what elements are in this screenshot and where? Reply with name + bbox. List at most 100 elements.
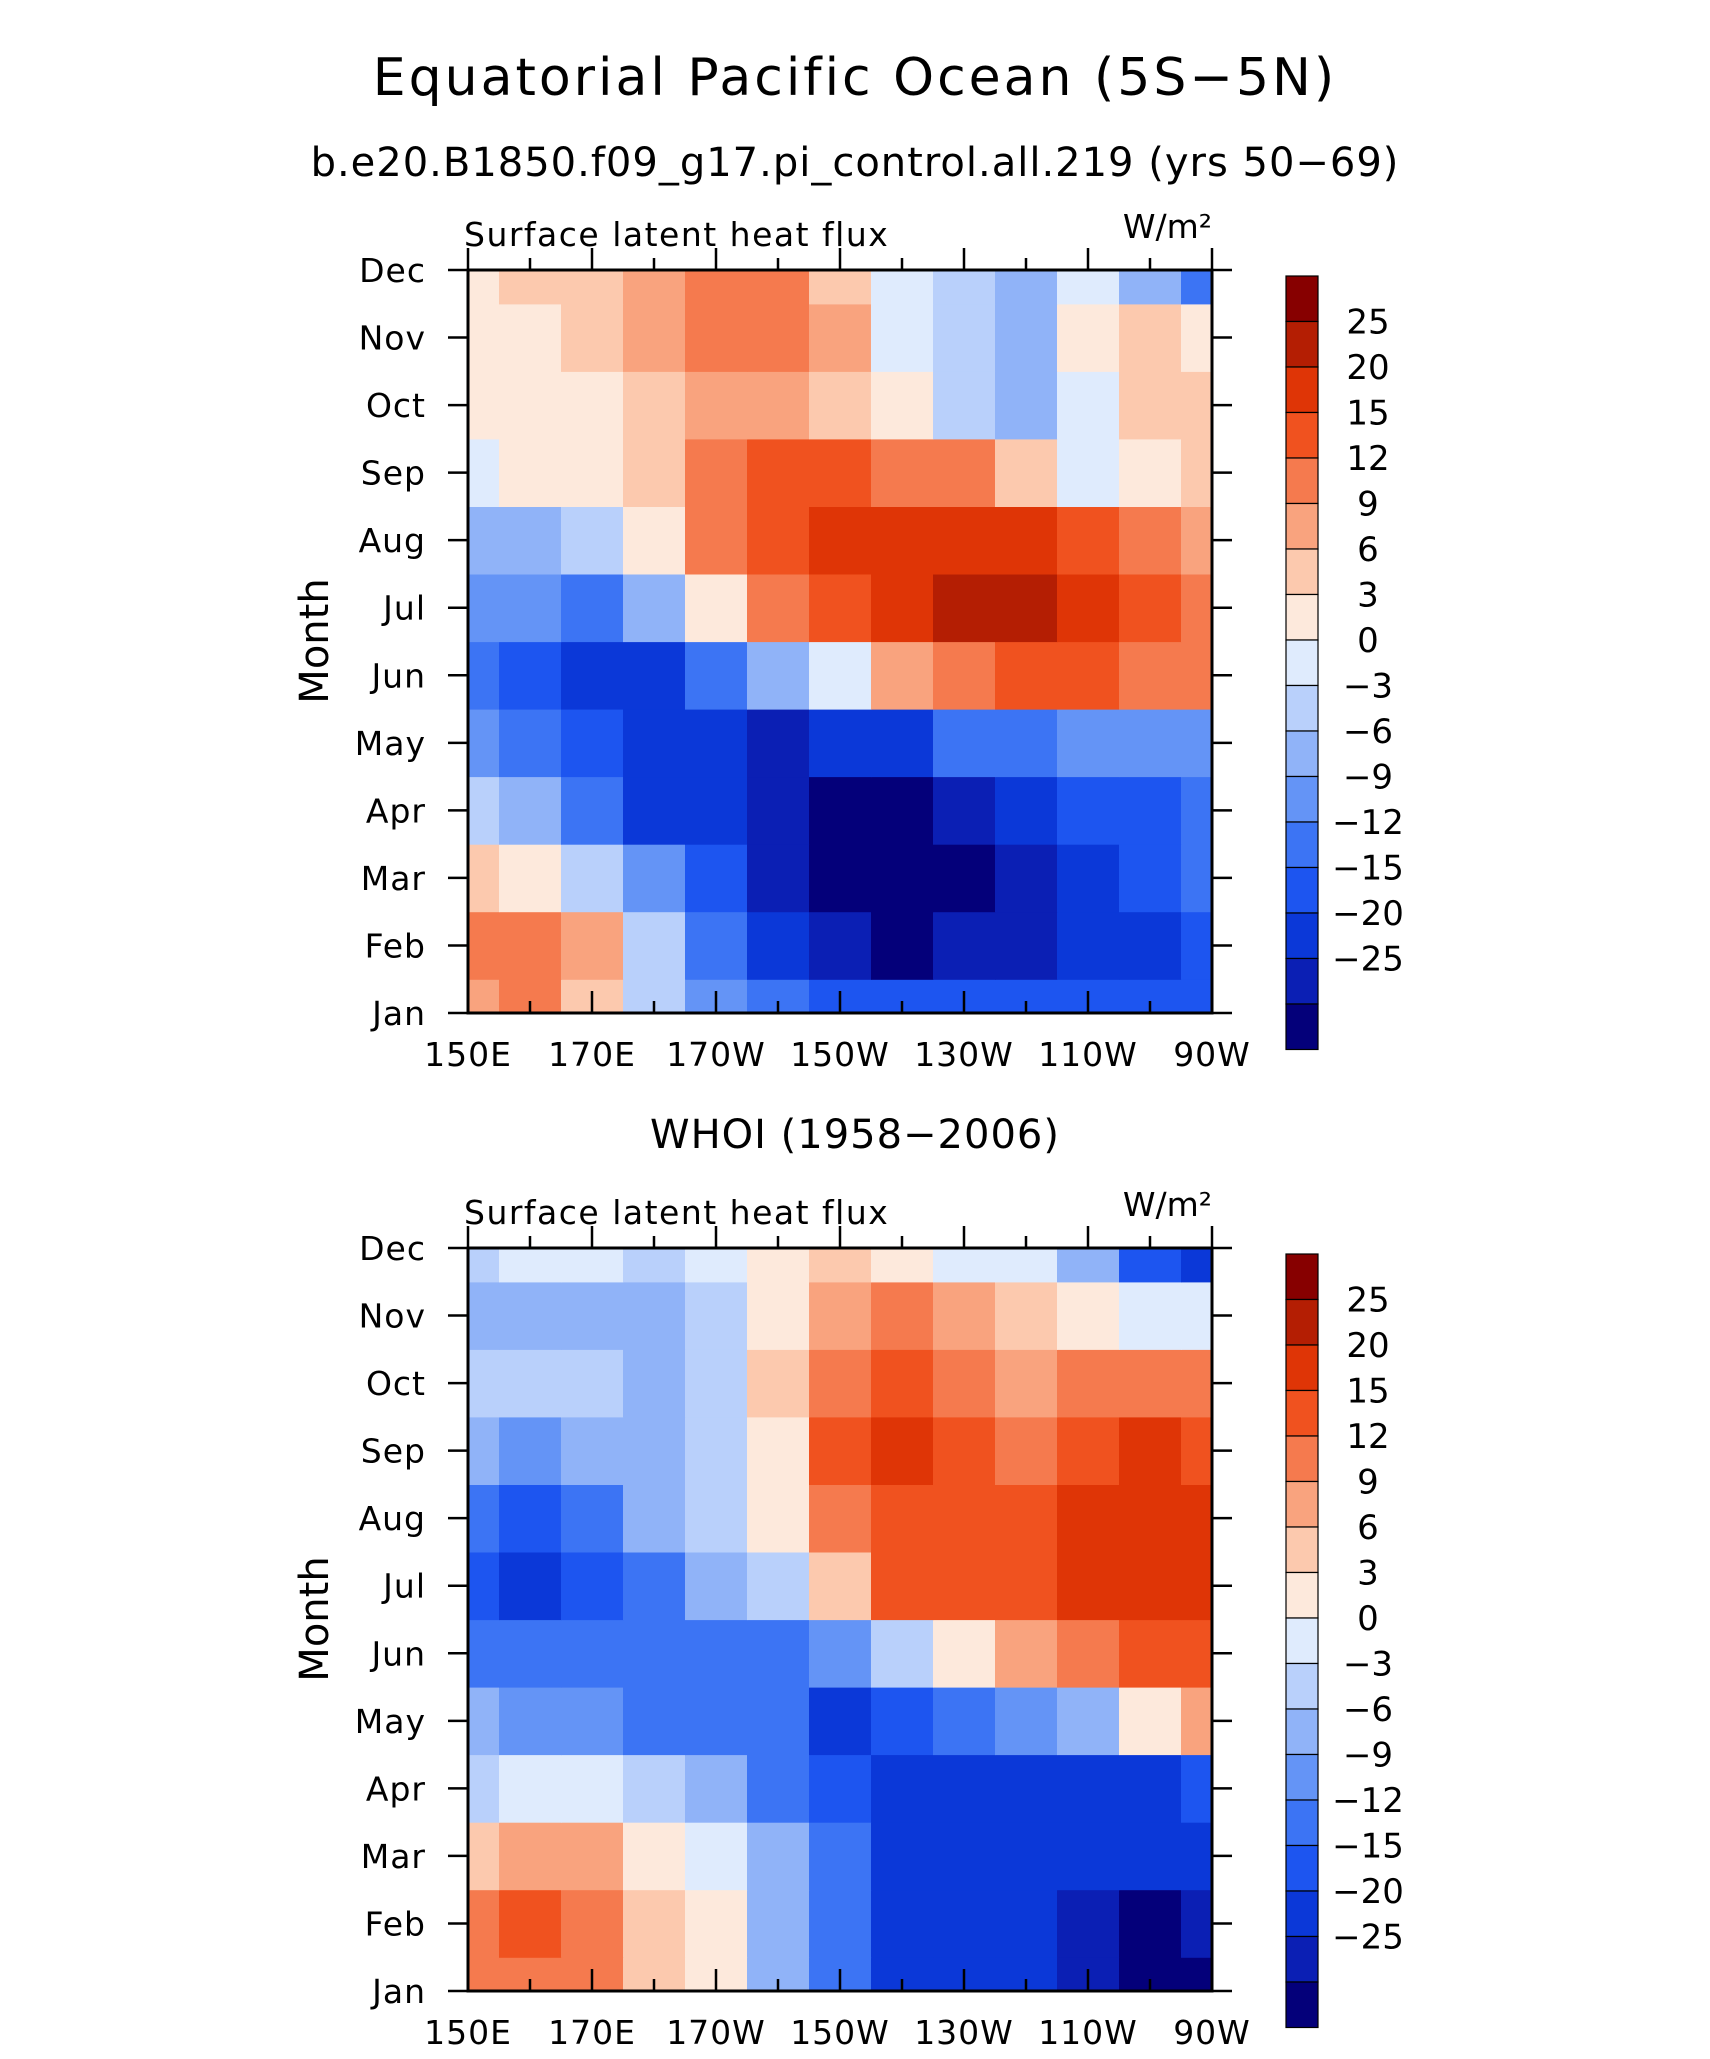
heatmap-cell bbox=[1057, 1416, 1120, 1485]
colorbar-label: 3 bbox=[1357, 576, 1379, 616]
heatmap-cell bbox=[1181, 574, 1213, 643]
heatmap-cell bbox=[468, 641, 500, 710]
colorbar-box bbox=[1285, 912, 1319, 960]
y-tick-label: Mar bbox=[361, 1837, 426, 1876]
heatmap-cell bbox=[1119, 911, 1182, 980]
y-axis-label: Month bbox=[292, 1556, 338, 1681]
heatmap-cell bbox=[747, 709, 810, 778]
heatmap-cell bbox=[685, 641, 748, 710]
heatmap-cell bbox=[499, 844, 562, 913]
heatmap-cell bbox=[561, 1889, 624, 1958]
heatmap-cell bbox=[1181, 1687, 1213, 1756]
heatmap-cell bbox=[623, 1687, 686, 1756]
axis-ticks bbox=[448, 248, 1232, 1015]
heatmap-cell bbox=[871, 641, 934, 710]
heatmap-cell bbox=[561, 574, 624, 643]
colorbar-box bbox=[1285, 1935, 1319, 1983]
heatmap-cell bbox=[1057, 270, 1120, 305]
heatmap-cell bbox=[747, 303, 810, 372]
heatmap-cell bbox=[685, 574, 748, 643]
colorbar-box bbox=[1285, 957, 1319, 1005]
heatmap-cell bbox=[933, 574, 996, 643]
heatmap-cell bbox=[623, 844, 686, 913]
heatmap-cell bbox=[871, 303, 934, 372]
heatmap-cells bbox=[468, 1248, 1213, 1992]
heatmap-cell bbox=[468, 709, 500, 778]
heatmap-cell bbox=[747, 1754, 810, 1823]
heatmap-cell bbox=[685, 1687, 748, 1756]
heatmap-cell bbox=[747, 1484, 810, 1553]
heatmap-cell bbox=[1057, 1552, 1120, 1621]
heatmap-cell bbox=[1119, 844, 1182, 913]
heatmap-cell bbox=[1181, 776, 1213, 845]
heatmap-cell bbox=[1181, 1416, 1213, 1485]
x-tick-label: 150W bbox=[790, 2013, 890, 2052]
colorbar-box bbox=[1285, 775, 1319, 823]
heatmap-cell bbox=[468, 438, 500, 507]
heatmap-cell bbox=[871, 1552, 934, 1621]
heatmap-cell bbox=[468, 574, 500, 643]
colorbar-box bbox=[1285, 1662, 1319, 1710]
heatmap-cell bbox=[499, 270, 562, 305]
heatmap-cell bbox=[933, 709, 996, 778]
heatmap-cell bbox=[809, 844, 872, 913]
heatmap-cell bbox=[809, 1889, 872, 1958]
heatmap-cell bbox=[468, 371, 500, 440]
panel-2-subtitle: WHOI (1958−2006) bbox=[650, 1112, 1060, 1158]
heatmap-cell bbox=[871, 844, 934, 913]
heatmap-cell bbox=[468, 1619, 500, 1688]
x-tick-label: 110W bbox=[1038, 1035, 1138, 1074]
heatmap-cell bbox=[561, 709, 624, 778]
heatmap-cell bbox=[809, 709, 872, 778]
heatmap-cell bbox=[1181, 371, 1213, 440]
heatmap-cell bbox=[933, 844, 996, 913]
heatmap-cell bbox=[871, 1281, 934, 1350]
heatmap-cell bbox=[1057, 1754, 1120, 1823]
heatmap-cell bbox=[995, 776, 1058, 845]
heatmap-cell bbox=[871, 1248, 934, 1283]
heatmap-cell bbox=[995, 1484, 1058, 1553]
heatmap-cell bbox=[468, 776, 500, 845]
colorbar-label: −9 bbox=[1343, 758, 1393, 798]
colorbar: 25 20 15 12 9 6 3 0 −3 −6 −9 −12 −15 −20 −25 bbox=[1285, 275, 1404, 1051]
colorbar-label: 25 bbox=[1346, 303, 1389, 343]
heatmap-cell bbox=[623, 1416, 686, 1485]
heatmap-cell bbox=[747, 1349, 810, 1418]
heatmap-cell bbox=[499, 911, 562, 980]
heatmap-cell bbox=[468, 911, 500, 980]
heatmap-cell bbox=[747, 1687, 810, 1756]
x-tick-label: 150E bbox=[424, 1035, 512, 1074]
heatmap-cell bbox=[1057, 709, 1120, 778]
y-tick-label: Jul bbox=[381, 1567, 426, 1606]
heatmap-cell bbox=[685, 270, 748, 305]
axis-ticks bbox=[448, 1226, 1232, 1993]
heatmap-cell bbox=[995, 1416, 1058, 1485]
heatmap-cell bbox=[933, 371, 996, 440]
heatmap-cell bbox=[499, 776, 562, 845]
heatmap-cell bbox=[995, 270, 1058, 305]
colorbar-box bbox=[1285, 411, 1319, 459]
heatmap-cell bbox=[468, 1248, 500, 1283]
heatmap-cell bbox=[1057, 1619, 1120, 1688]
y-tick-labels: Jan Feb Mar Apr May Jun Jul Aug Sep Oct Nov Dec bbox=[355, 251, 426, 1033]
y-tick-label: May bbox=[355, 724, 426, 763]
y-tick-label: Apr bbox=[366, 791, 426, 830]
heatmap-cell bbox=[871, 371, 934, 440]
heatmap-cell bbox=[468, 1754, 500, 1823]
colorbar-label: −6 bbox=[1343, 712, 1393, 752]
x-tick-label: 150W bbox=[790, 1035, 890, 1074]
heatmap-cell bbox=[995, 1248, 1058, 1283]
heatmap-cell bbox=[809, 1822, 872, 1891]
heatmap-cell bbox=[468, 1822, 500, 1891]
heatmap-cell bbox=[809, 574, 872, 643]
y-tick-label: Sep bbox=[361, 1432, 426, 1471]
heatmap-cell bbox=[809, 270, 872, 305]
heatmap-cell bbox=[1181, 1822, 1213, 1891]
y-tick-label: Aug bbox=[359, 1499, 426, 1538]
heatmap-cell bbox=[468, 506, 500, 575]
x-tick-label: 110W bbox=[1038, 2013, 1138, 2052]
heatmap-cell bbox=[809, 1754, 872, 1823]
heatmap-cell bbox=[747, 371, 810, 440]
heatmap-cell bbox=[499, 709, 562, 778]
x-tick-label: 150E bbox=[424, 2013, 512, 2052]
